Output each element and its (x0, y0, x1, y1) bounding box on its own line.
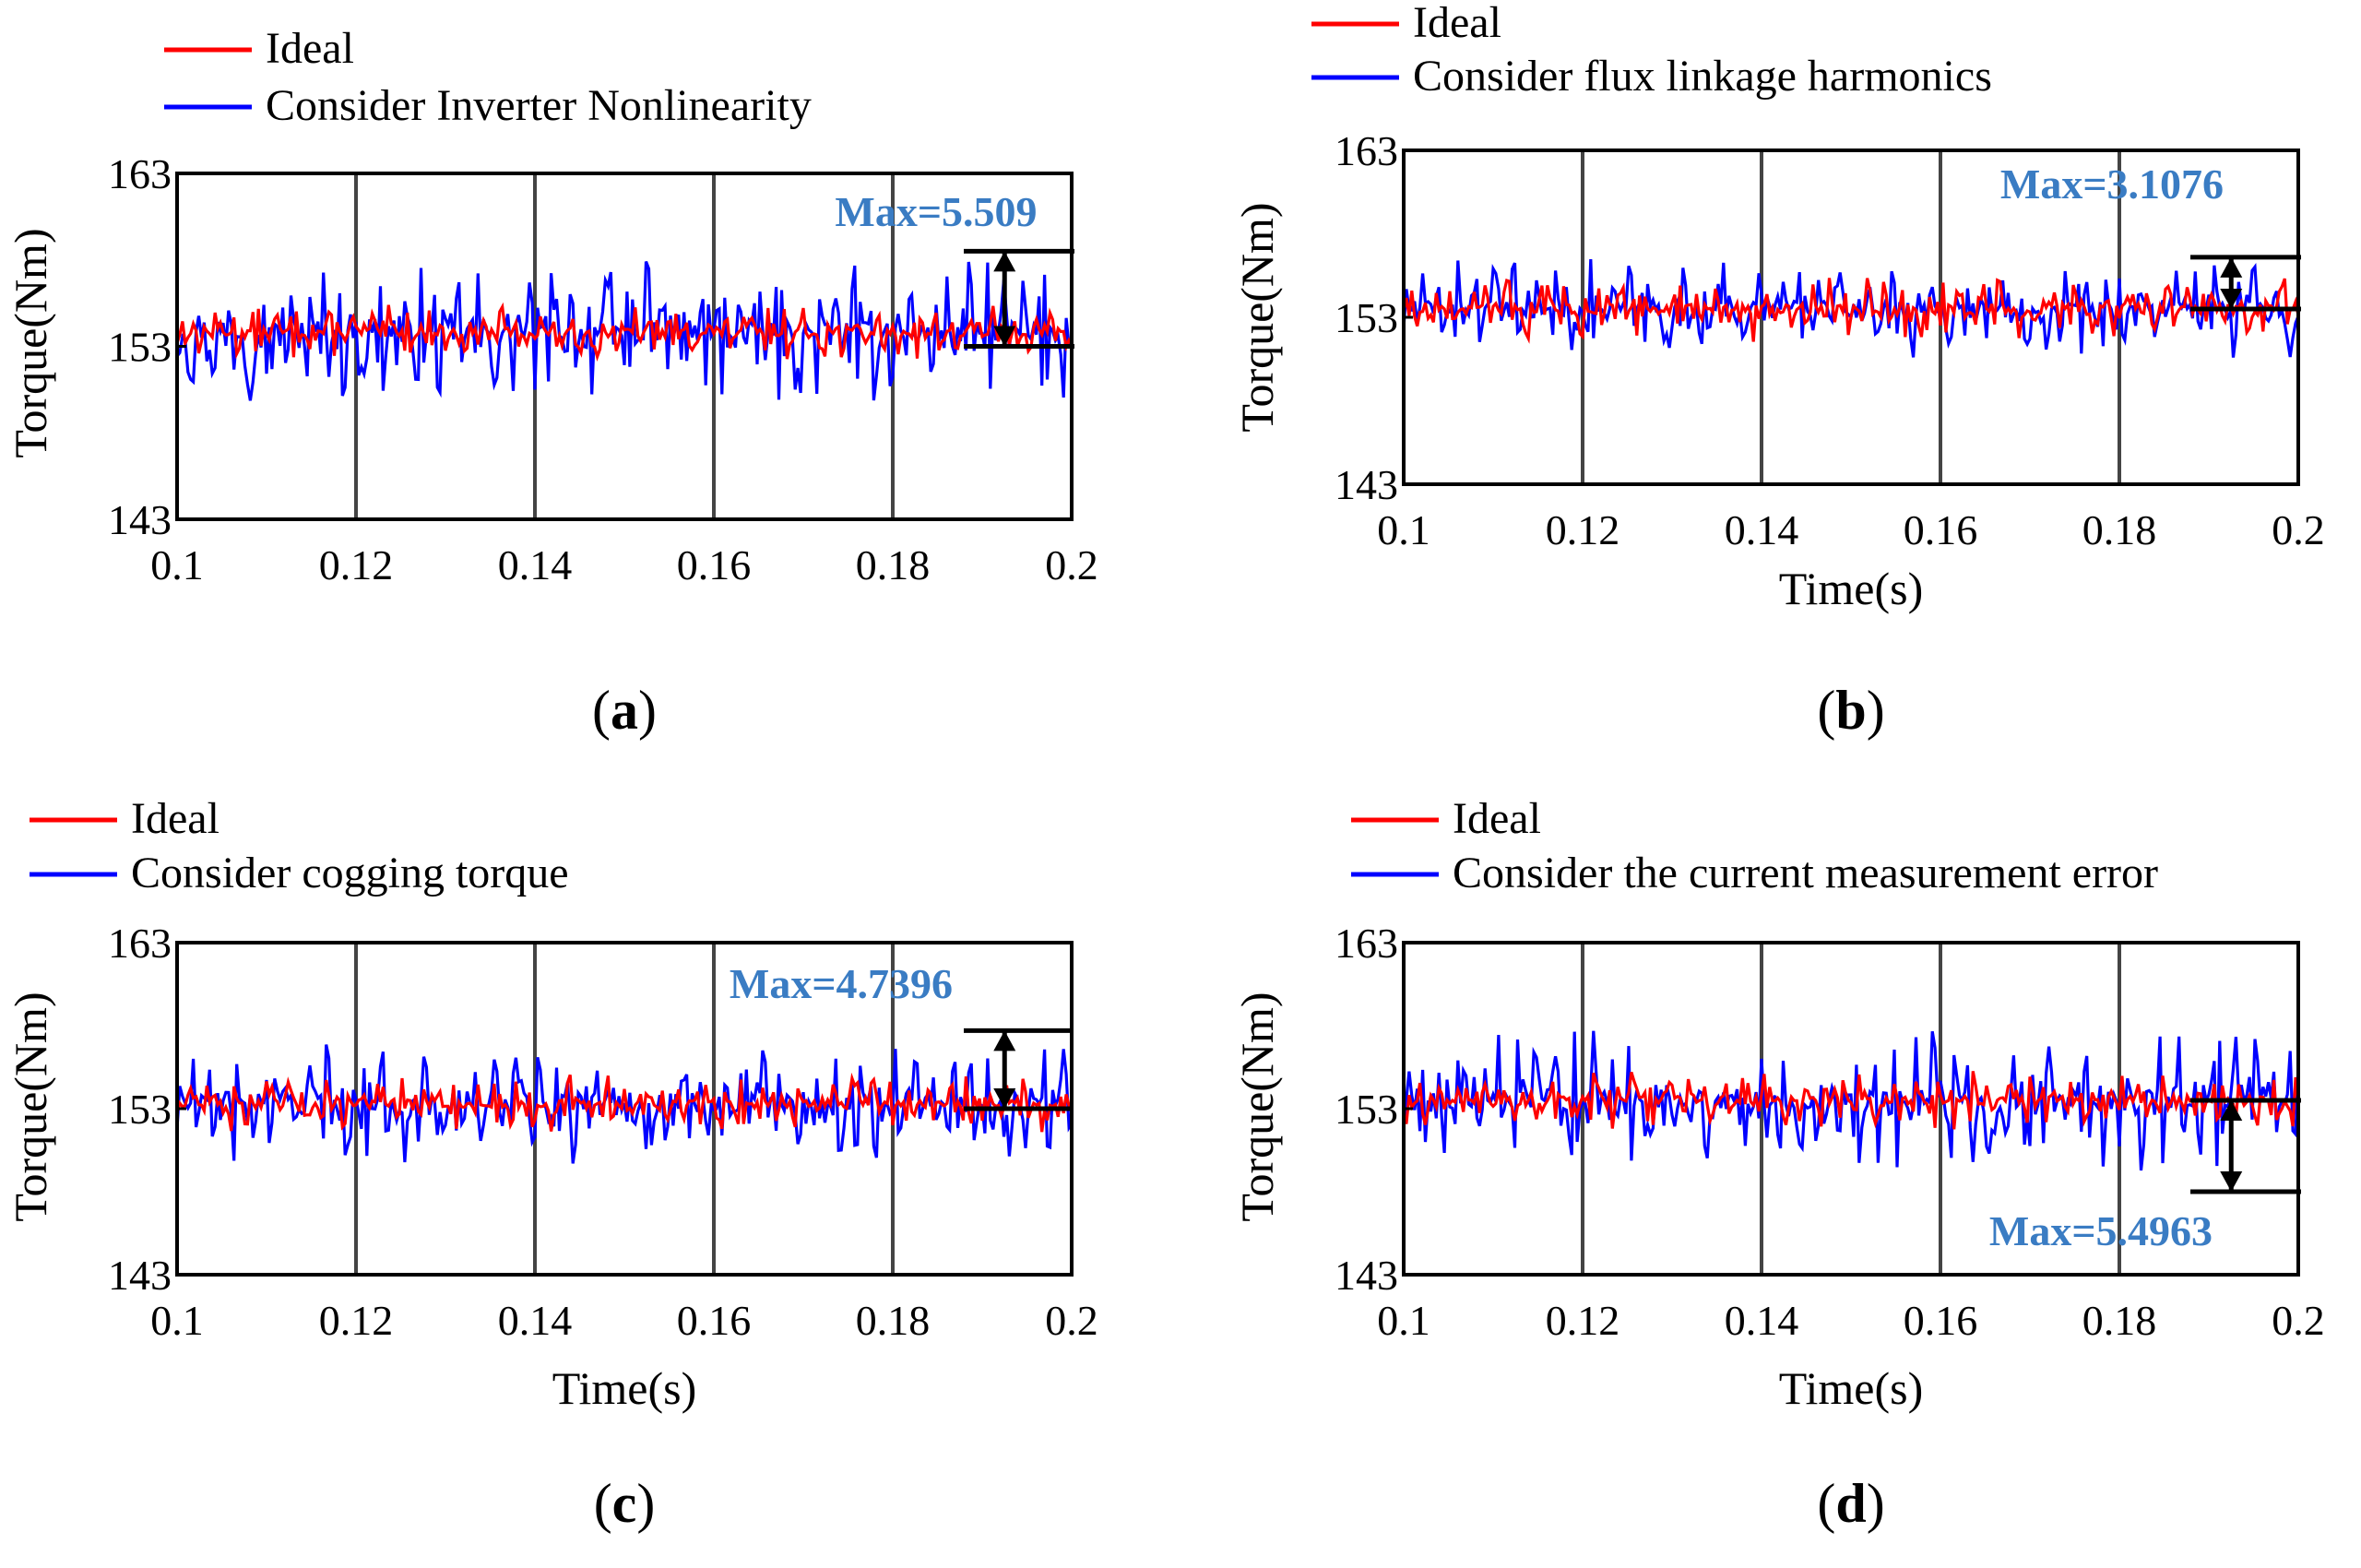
x-axis-label: Time(s) (552, 1362, 697, 1414)
x-tick-label: 0.12 (319, 541, 394, 588)
x-tick-label: 0.1 (1377, 506, 1430, 553)
series-ideal-line (175, 1072, 1073, 1133)
y-tick-label: 153 (108, 324, 172, 371)
x-tick-label: 0.14 (1725, 506, 1799, 553)
max-arrow-tail (2220, 288, 2243, 309)
chart-panel-c: 143 153 163 0.1 0.12 0.14 0.16 0.18 0.2 Torque(Nm… (5, 794, 1098, 1534)
max-annotation: Max=5.509 (835, 188, 1037, 235)
x-tick-label: 0.1 (1377, 1297, 1430, 1344)
x-axis-label: Time(s) (1779, 1362, 1924, 1414)
x-tick-label: 0.1 (150, 541, 204, 588)
x-tick-label: 0.12 (1546, 506, 1620, 553)
x-tick-label: 0.14 (498, 541, 573, 588)
y-tick-label: 163 (1335, 920, 1398, 967)
max-arrow-tail (993, 1088, 1016, 1109)
y-tick-label: 163 (1335, 127, 1398, 174)
max-annotation: Max=5.4963 (1989, 1207, 2213, 1254)
panel-label: (a) (592, 680, 657, 741)
legend-consider-label: Consider flux linkage harmonics (1413, 52, 1992, 101)
legend-ideal-label: Ideal (266, 24, 354, 73)
legend-consider-label: Consider Inverter Nonlinearity (266, 81, 812, 130)
series-consider-line (1402, 1030, 2300, 1171)
x-tick-label: 0.18 (856, 1297, 931, 1344)
x-axis-label: Time(s) (1779, 563, 1924, 614)
series-ideal-line (1402, 278, 2300, 344)
x-tick-label: 0.2 (1045, 541, 1098, 588)
max-arrow-tail (993, 326, 1016, 347)
max-arrow-head (993, 251, 1016, 272)
legend-ideal-label: Ideal (1413, 0, 1501, 47)
y-tick-label: 163 (108, 150, 172, 197)
y-tick-label: 153 (108, 1086, 172, 1133)
x-tick-label: 0.16 (1904, 1297, 1978, 1344)
x-tick-label: 0.1 (150, 1297, 204, 1344)
max-annotation: Max=3.1076 (2000, 160, 2224, 208)
max-arrow-head (993, 1030, 1016, 1051)
max-arrow-head (2220, 256, 2243, 278)
y-axis-label: Torque(Nm) (1231, 202, 1283, 432)
panel-label: (d) (1817, 1473, 1884, 1534)
y-tick-label: 143 (108, 1252, 172, 1299)
x-tick-label: 0.2 (2272, 506, 2325, 553)
x-tick-label: 0.16 (677, 541, 752, 588)
y-tick-label: 163 (108, 920, 172, 967)
panel-label: (b) (1817, 680, 1884, 741)
y-tick-label: 153 (1335, 1086, 1398, 1133)
y-tick-label: 143 (108, 496, 172, 543)
legend-consider-label: Consider cogging torque (131, 849, 569, 897)
x-tick-label: 0.12 (1546, 1297, 1620, 1344)
legend-ideal-label: Ideal (1453, 794, 1541, 843)
chart-panel-d: 143 153 163 0.1 0.12 0.14 0.16 0.18 0.2 Torque(Nm… (1231, 794, 2325, 1534)
legend-consider-label: Consider the current measurement error (1453, 849, 2158, 897)
series-ideal-line (175, 302, 1074, 362)
x-tick-label: 0.2 (1045, 1297, 1098, 1344)
y-axis-label: Torque(Nm) (1231, 992, 1283, 1221)
x-tick-label: 0.18 (2082, 1297, 2157, 1344)
x-tick-label: 0.14 (1725, 1297, 1799, 1344)
chart-panel-a: 143 153 163 0.1 0.12 0.14 0.16 0.18 0.2 Torque(Nm… (5, 24, 1098, 741)
x-tick-label: 0.12 (319, 1297, 394, 1344)
y-axis-label: Torque(Nm) (5, 992, 56, 1221)
x-tick-label: 0.18 (2082, 506, 2157, 553)
y-tick-label: 153 (1335, 294, 1398, 341)
x-tick-label: 0.16 (677, 1297, 752, 1344)
chart-panel-b: 143 153 163 0.1 0.12 0.14 0.16 0.18 0.2 Torque(Nm… (1231, 0, 2325, 741)
series-ideal-line (1402, 1071, 2300, 1130)
x-tick-label: 0.16 (1904, 506, 1978, 553)
y-tick-label: 143 (1335, 461, 1398, 508)
x-tick-label: 0.18 (856, 541, 931, 588)
x-tick-label: 0.2 (2272, 1297, 2325, 1344)
max-annotation: Max=4.7396 (730, 960, 953, 1007)
series-consider-line (175, 1044, 1074, 1164)
panel-label: (c) (594, 1473, 656, 1534)
legend-ideal-label: Ideal (131, 794, 219, 843)
y-axis-label: Torque(Nm) (5, 228, 56, 457)
max-arrow-head (2220, 1171, 2243, 1192)
y-tick-label: 143 (1335, 1252, 1398, 1299)
x-tick-label: 0.14 (498, 1297, 573, 1344)
max-arrow-tail (2220, 1100, 2243, 1121)
